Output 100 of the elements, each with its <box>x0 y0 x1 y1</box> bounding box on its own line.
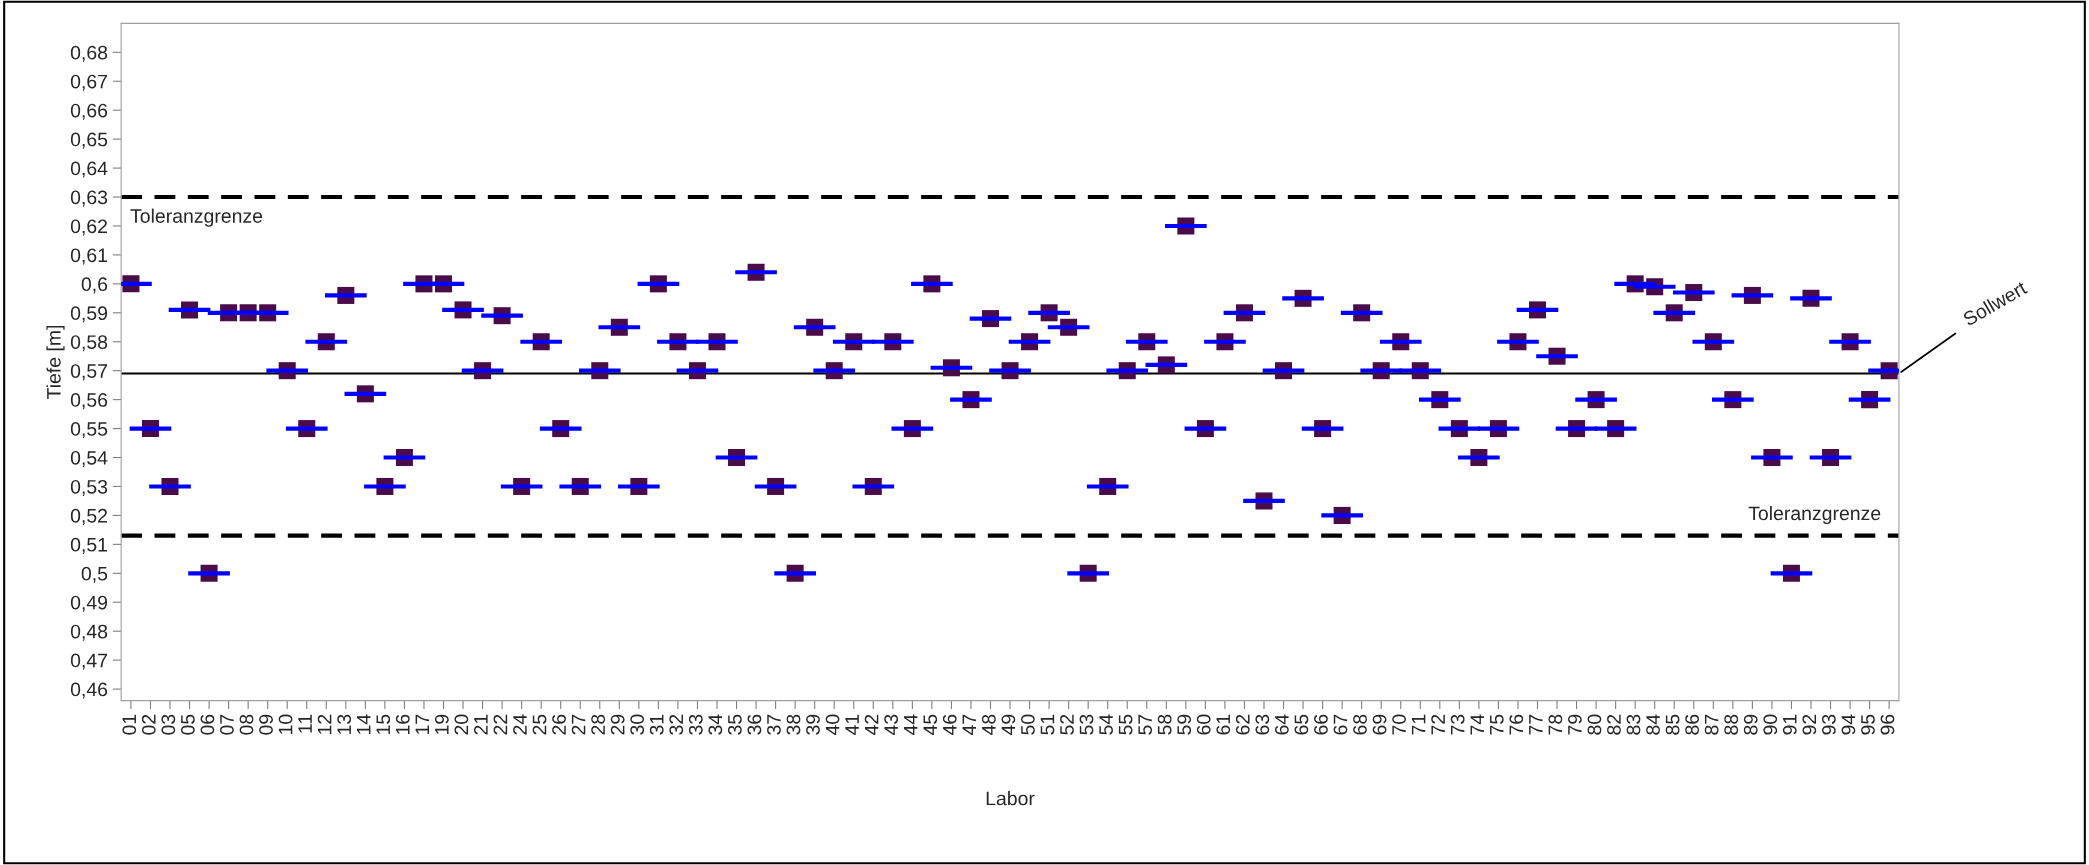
x-tick-label: 84 <box>1646 714 1660 735</box>
x-tick-label: 70 <box>1392 714 1406 735</box>
x-tick-label: 01 <box>122 714 137 735</box>
x-tick-label: 65 <box>1294 714 1309 735</box>
y-tick-label: 0,68 <box>70 45 108 62</box>
x-tick-label: 30 <box>630 714 645 735</box>
x-tick-label: 72 <box>1431 714 1445 735</box>
y-axis-title: Tiefe [m] <box>46 325 65 400</box>
x-tick-label: 02 <box>141 714 156 735</box>
x-tick-label: 87 <box>1704 714 1719 735</box>
x-tick-label: 90 <box>1763 714 1778 735</box>
x-tick-label: 42 <box>864 714 879 736</box>
x-tick-label: 89 <box>1743 714 1758 735</box>
y-tick-label: 0,55 <box>70 422 108 439</box>
x-tick-label: 75 <box>1490 714 1504 735</box>
x-tick-label: 73 <box>1450 714 1465 735</box>
y-tick-label: 0,59 <box>70 306 108 323</box>
x-tick-label: 95 <box>1861 714 1875 735</box>
y-tick-label: 0,62 <box>70 219 107 236</box>
x-tick-label: 74 <box>1470 714 1484 735</box>
y-tick-label: 0,52 <box>70 508 107 525</box>
x-tick-label: 88 <box>1724 714 1739 735</box>
x-tick-label: 12 <box>317 714 332 734</box>
x-tick-label: 58 <box>1157 714 1172 735</box>
y-tick-label: 0,61 <box>70 248 108 265</box>
x-tick-label: 51 <box>1040 714 1055 735</box>
ref-line-label: Toleranzgrenze <box>130 208 263 227</box>
x-tick-label: 33 <box>688 714 703 735</box>
x-tick-label: 22 <box>493 714 508 735</box>
x-tick-label: 24 <box>513 714 527 735</box>
x-tick-label: 38 <box>786 714 801 735</box>
x-tick-label: 92 <box>1802 714 1817 735</box>
y-tick-label: 0,66 <box>70 103 108 120</box>
y-tick-label: 0,64 <box>70 161 108 178</box>
y-tick-label: 0,67 <box>70 74 107 91</box>
x-tick-label: 26 <box>552 714 566 735</box>
x-tick-label: 08 <box>239 714 254 735</box>
x-tick-label: 31 <box>649 714 664 735</box>
x-tick-label: 43 <box>884 714 899 736</box>
x-tick-label: 53 <box>1079 714 1094 735</box>
x-tick-label: 64 <box>1274 714 1289 735</box>
y-tick-label: 0,57 <box>70 364 107 381</box>
x-tick-label: 62 <box>1235 714 1250 735</box>
x-tick-label: 36 <box>747 714 762 735</box>
y-tick-label: 0,58 <box>70 335 108 352</box>
y-tick-label: 0,5 <box>81 566 108 583</box>
x-tick-label: 67 <box>1333 714 1348 735</box>
y-tick-label: 0,53 <box>70 479 108 496</box>
x-tick-label: 59 <box>1177 714 1192 735</box>
x-tick-label: 41 <box>845 714 859 736</box>
x-tick-label: 85 <box>1665 714 1680 735</box>
x-tick-label: 44 <box>904 714 918 736</box>
x-tick-label: 48 <box>981 714 996 736</box>
x-tick-label: 45 <box>923 714 938 736</box>
x-tick-label: 17 <box>415 714 429 734</box>
x-tick-label: 78 <box>1548 714 1563 735</box>
x-tick-label: 49 <box>1001 714 1016 736</box>
x-tick-label: 80 <box>1587 714 1602 735</box>
y-tick-label: 0,65 <box>70 132 108 149</box>
y-tick-label: 0,51 <box>70 537 108 554</box>
x-tick-label: 91 <box>1782 714 1797 735</box>
x-tick-label: 13 <box>337 714 352 734</box>
x-tick-label: 34 <box>708 714 723 735</box>
x-tick-label: 66 <box>1314 714 1328 735</box>
x-tick-label: 54 <box>1099 714 1113 735</box>
x-tick-label: 27 <box>571 714 586 735</box>
x-tick-label: 21 <box>474 714 488 735</box>
x-tick-label: 11 <box>298 714 312 733</box>
x-tick-label: 20 <box>454 714 469 735</box>
x-tick-label: 19 <box>434 714 449 734</box>
x-tick-label: 47 <box>962 714 976 736</box>
x-axis-title: Labor <box>986 791 1035 806</box>
x-tick-label: 35 <box>727 714 742 735</box>
x-tick-label: 60 <box>1196 714 1211 735</box>
x-tick-label: 25 <box>532 714 547 735</box>
x-tick-label: 05 <box>180 714 195 735</box>
ref-line-label: Toleranzgrenze <box>1748 505 1881 525</box>
x-tick-label: 14 <box>357 714 371 734</box>
x-tick-label: 82 <box>1607 714 1621 735</box>
x-tick-label: 37 <box>767 714 781 735</box>
y-tick-label: 0,49 <box>70 595 108 612</box>
x-tick-label: 79 <box>1568 714 1582 735</box>
x-tick-label: 39 <box>806 714 820 735</box>
x-tick-label: 07 <box>220 714 234 735</box>
x-tick-label: 40 <box>825 714 840 736</box>
y-tick-label: 0,47 <box>70 653 107 670</box>
y-tick-label: 0,6 <box>81 277 108 294</box>
x-tick-label: 83 <box>1626 714 1641 735</box>
x-tick-label: 16 <box>395 714 410 734</box>
x-tick-label: 55 <box>1118 714 1133 735</box>
x-tick-label: 96 <box>1880 714 1895 735</box>
x-tick-label: 69 <box>1372 714 1387 735</box>
x-tick-label: 46 <box>942 714 957 736</box>
x-tick-label: 63 <box>1255 714 1270 735</box>
y-tick-label: 0,48 <box>70 624 108 641</box>
x-tick-label: 28 <box>591 714 605 735</box>
x-tick-label: 50 <box>1021 714 1035 735</box>
x-tick-label: 86 <box>1685 714 1699 735</box>
x-tick-label: 03 <box>161 714 176 735</box>
x-tick-label: 57 <box>1138 714 1152 735</box>
